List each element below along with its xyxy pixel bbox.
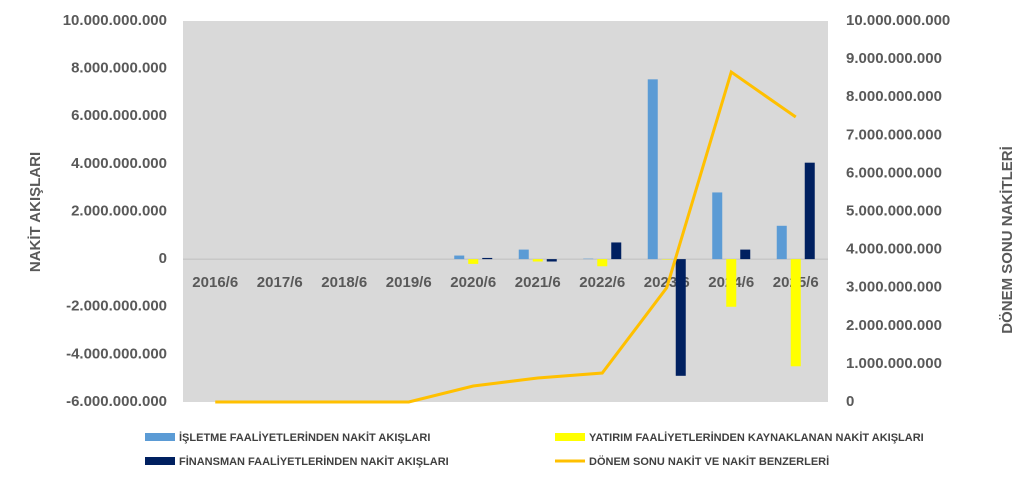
- y2-tick-label: 9.000.000.000: [846, 50, 942, 67]
- bar: [546, 259, 557, 262]
- bar: [726, 259, 737, 307]
- bar: [454, 255, 465, 260]
- y-tick-label: 6.000.000.000: [71, 107, 167, 124]
- x-tick-label: 2019/6: [386, 274, 432, 291]
- y2-tick-label: 8.000.000.000: [846, 88, 942, 105]
- y2-tick-label: 4.000.000.000: [846, 241, 942, 258]
- x-tick-label: 2022/6: [579, 274, 625, 291]
- bar: [597, 259, 608, 267]
- bar: [790, 259, 801, 367]
- legend-swatch: [555, 433, 585, 441]
- y-tick-label: 4.000.000.000: [71, 155, 167, 172]
- y-tick-label: 2.000.000.000: [71, 202, 167, 219]
- plot-area: [183, 21, 828, 402]
- bar: [776, 225, 787, 260]
- bar: [518, 249, 529, 260]
- legend-label: YATIRIM FAALİYETLERİNDEN KAYNAKLANAN NAK…: [589, 431, 924, 444]
- bar: [675, 259, 686, 376]
- y-axis-title: NAKİT AKIŞLARI: [27, 152, 44, 272]
- bar: [532, 259, 543, 262]
- bar: [647, 79, 658, 260]
- y-tick-label: 10.000.000.000: [63, 12, 167, 29]
- line-series: [215, 69, 797, 404]
- bar: [740, 249, 751, 260]
- x-tick-label: 2018/6: [321, 274, 367, 291]
- y2-axis-title: DÖNEM SONU NAKİTLERİ: [999, 146, 1016, 334]
- y-tick-label: 8.000.000.000: [71, 60, 167, 77]
- bar: [482, 257, 493, 260]
- x-tick-label: 2020/6: [450, 274, 496, 291]
- bar: [712, 192, 723, 260]
- y2-tick-label: 7.000.000.000: [846, 126, 942, 143]
- bar: [804, 162, 815, 260]
- y2-tick-label: 1.000.000.000: [846, 355, 942, 372]
- legend-label: DÖNEM SONU NAKİT VE NAKİT BENZERLERİ: [589, 455, 829, 468]
- y2-tick-label: 10.000.000.000: [846, 12, 950, 29]
- y2-tick-label: 2.000.000.000: [846, 317, 942, 334]
- x-tick-label: 2017/6: [257, 274, 303, 291]
- y2-tick-label: 3.000.000.000: [846, 279, 942, 296]
- y-tick-label: -6.000.000.000: [66, 393, 167, 410]
- legend-label: İŞLETME FAALİYETLERİNDEN NAKİT AKIŞLARI: [179, 431, 430, 444]
- x-tick-label: 2016/6: [192, 274, 238, 291]
- legend-swatch: [145, 433, 175, 441]
- y-tick-label: -4.000.000.000: [66, 345, 167, 362]
- bar: [468, 259, 479, 264]
- x-tick-label: 2021/6: [515, 274, 561, 291]
- y-tick-label: -2.000.000.000: [66, 298, 167, 315]
- legend-label: FİNANSMAN FAALİYETLERİNDEN NAKİT AKIŞLAR…: [179, 455, 449, 468]
- y2-tick-label: 0: [846, 393, 854, 410]
- legend-swatch: [145, 457, 175, 465]
- y-tick-label: 0: [159, 250, 167, 267]
- y2-tick-label: 6.000.000.000: [846, 164, 942, 181]
- y2-tick-label: 5.000.000.000: [846, 202, 942, 219]
- bar: [611, 242, 622, 260]
